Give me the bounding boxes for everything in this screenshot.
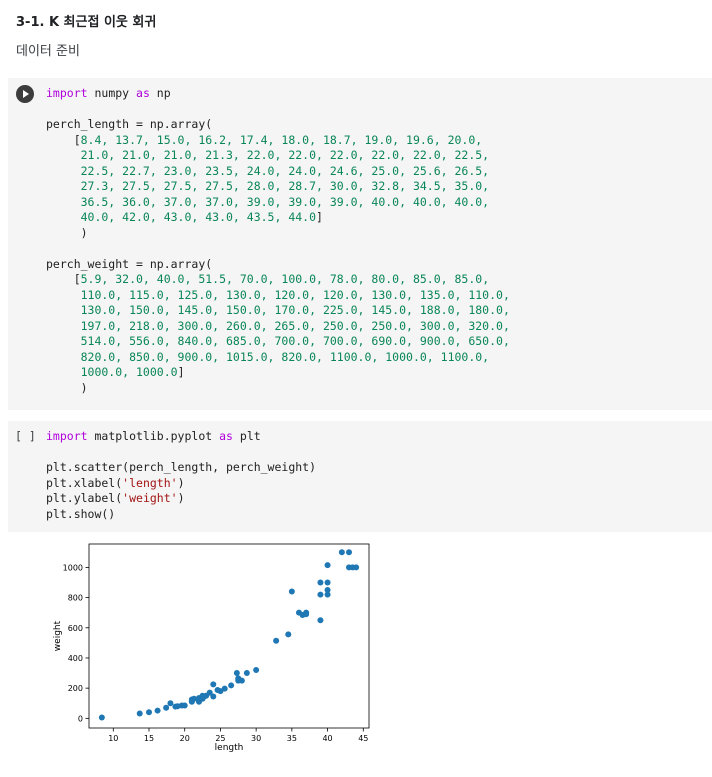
- code-line: ): [46, 225, 88, 240]
- data-point: [317, 579, 324, 586]
- data-point: [303, 611, 310, 618]
- x-tick-label: 15: [144, 734, 154, 743]
- code-line: 22.5, 22.7, 23.0, 23.5, 24.0, 24.0, 24.6…: [46, 163, 490, 178]
- x-tick-label: 40: [322, 734, 332, 743]
- y-tick-label: 1000: [63, 563, 83, 572]
- y-axis-label: weight: [53, 620, 63, 651]
- data-point: [181, 702, 188, 709]
- code-line: 110.0, 115.0, 125.0, 130.0, 120.0, 120.0…: [46, 287, 510, 302]
- y-tick-label: 800: [68, 594, 83, 603]
- code-line: 197.0, 218.0, 300.0, 260.0, 265.0, 250.0…: [46, 318, 510, 333]
- code-line: plt.ylabel('weight'): [46, 491, 185, 505]
- data-point: [163, 704, 170, 711]
- data-point: [146, 709, 152, 716]
- data-point: [324, 562, 331, 569]
- code-line: 820.0, 850.0, 900.0, 1015.0, 820.0, 1100…: [46, 349, 490, 364]
- data-point: [338, 549, 345, 556]
- data-point: [210, 693, 217, 700]
- x-tick-label: 45: [358, 734, 368, 743]
- code-cell-data-prep[interactable]: import numpy as np perch_length = np.arr…: [8, 78, 712, 410]
- code-line: 27.3, 27.5, 27.5, 27.5, 28.0, 28.7, 30.0…: [46, 179, 490, 193]
- section-subheading: 데이터 준비: [16, 44, 80, 59]
- data-point: [98, 714, 105, 721]
- data-point: [296, 609, 302, 616]
- section-heading: 3-1. K 최근접 이웃 회귀: [16, 15, 157, 30]
- data-point: [228, 682, 235, 689]
- data-point: [285, 631, 292, 638]
- code-line: [5.9, 32.0, 40.0, 51.5, 70.0, 100.0, 78.…: [46, 272, 490, 286]
- data-point: [191, 695, 197, 702]
- code-line: import matplotlib.pyplot as plt: [46, 429, 261, 443]
- code-editor[interactable]: import numpy as np perch_length = np.arr…: [46, 86, 510, 396]
- data-point: [273, 637, 280, 644]
- code-line: 130.0, 150.0, 145.0, 150.0, 170.0, 225.0…: [46, 303, 510, 317]
- code-line: plt.scatter(perch_length, perch_weight): [46, 460, 317, 474]
- x-tick-label: 30: [251, 734, 261, 743]
- data-point: [154, 707, 161, 714]
- data-point: [317, 617, 324, 624]
- run-cell-button[interactable]: [16, 85, 34, 103]
- data-point: [288, 588, 295, 595]
- code-line: 40.0, 42.0, 43.0, 43.0, 43.5, 44.0]: [46, 210, 323, 224]
- cell-output: 0 200 400 600 800 1000 10 15 20 25 30 35 40 45 lengt…: [8, 535, 378, 773]
- code-line: ): [46, 380, 88, 395]
- data-point: [206, 689, 213, 696]
- code-line: perch_weight = np.array(: [46, 256, 213, 271]
- y-tick-label: 0: [78, 714, 83, 723]
- data-point: [324, 579, 331, 586]
- code-editor[interactable]: import matplotlib.pyplot as plt plt.scat…: [46, 429, 316, 522]
- data-point: [346, 549, 352, 556]
- x-tick-label: 20: [180, 734, 190, 743]
- scatter-plot: 0 200 400 600 800 1000 10 15 20 25 30 35 40 45 lengt…: [53, 543, 370, 753]
- x-tick-label: 35: [287, 734, 297, 743]
- data-point: [324, 591, 331, 598]
- data-point: [210, 681, 217, 688]
- data-point: [233, 670, 240, 677]
- data-point: [243, 670, 250, 677]
- execution-count-indicator[interactable]: [ ]: [15, 429, 36, 443]
- code-line: [8.4, 13.7, 15.0, 16.2, 17.4, 18.0, 18.7…: [46, 132, 483, 147]
- data-point: [136, 710, 143, 717]
- code-line: 21.0, 21.0, 21.0, 21.3, 22.0, 22.0, 22.0…: [46, 148, 490, 162]
- data-point: [253, 667, 260, 674]
- y-tick-label: 600: [68, 624, 83, 633]
- code-line: perch_length = np.array(: [46, 117, 213, 131]
- code-cell-plot[interactable]: [ ] import matplotlib.pyplot as plt plt.…: [8, 421, 712, 532]
- code-line: plt.show(): [46, 506, 116, 521]
- data-point: [238, 677, 245, 684]
- plot-area: [88, 543, 370, 729]
- data-point: [221, 685, 228, 692]
- play-icon: [23, 90, 29, 98]
- y-tick-label: 200: [68, 684, 83, 693]
- code-line: plt.xlabel('length'): [46, 475, 185, 490]
- code-line: 1000.0, 1000.0]: [46, 365, 185, 379]
- code-line: 514.0, 556.0, 840.0, 685.0, 700.0, 700.0…: [46, 334, 510, 348]
- data-point: [317, 591, 324, 598]
- code-line: import numpy as np: [46, 86, 171, 100]
- y-tick-label: 400: [68, 654, 83, 663]
- data-point: [353, 564, 360, 571]
- data-point: [324, 587, 331, 594]
- x-axis-label: length: [215, 743, 244, 753]
- x-tick-label: 25: [215, 734, 225, 743]
- x-tick-label: 10: [108, 734, 118, 743]
- code-line: 36.5, 36.0, 37.0, 37.0, 39.0, 39.0, 39.0…: [46, 194, 490, 209]
- data-point: [167, 700, 174, 707]
